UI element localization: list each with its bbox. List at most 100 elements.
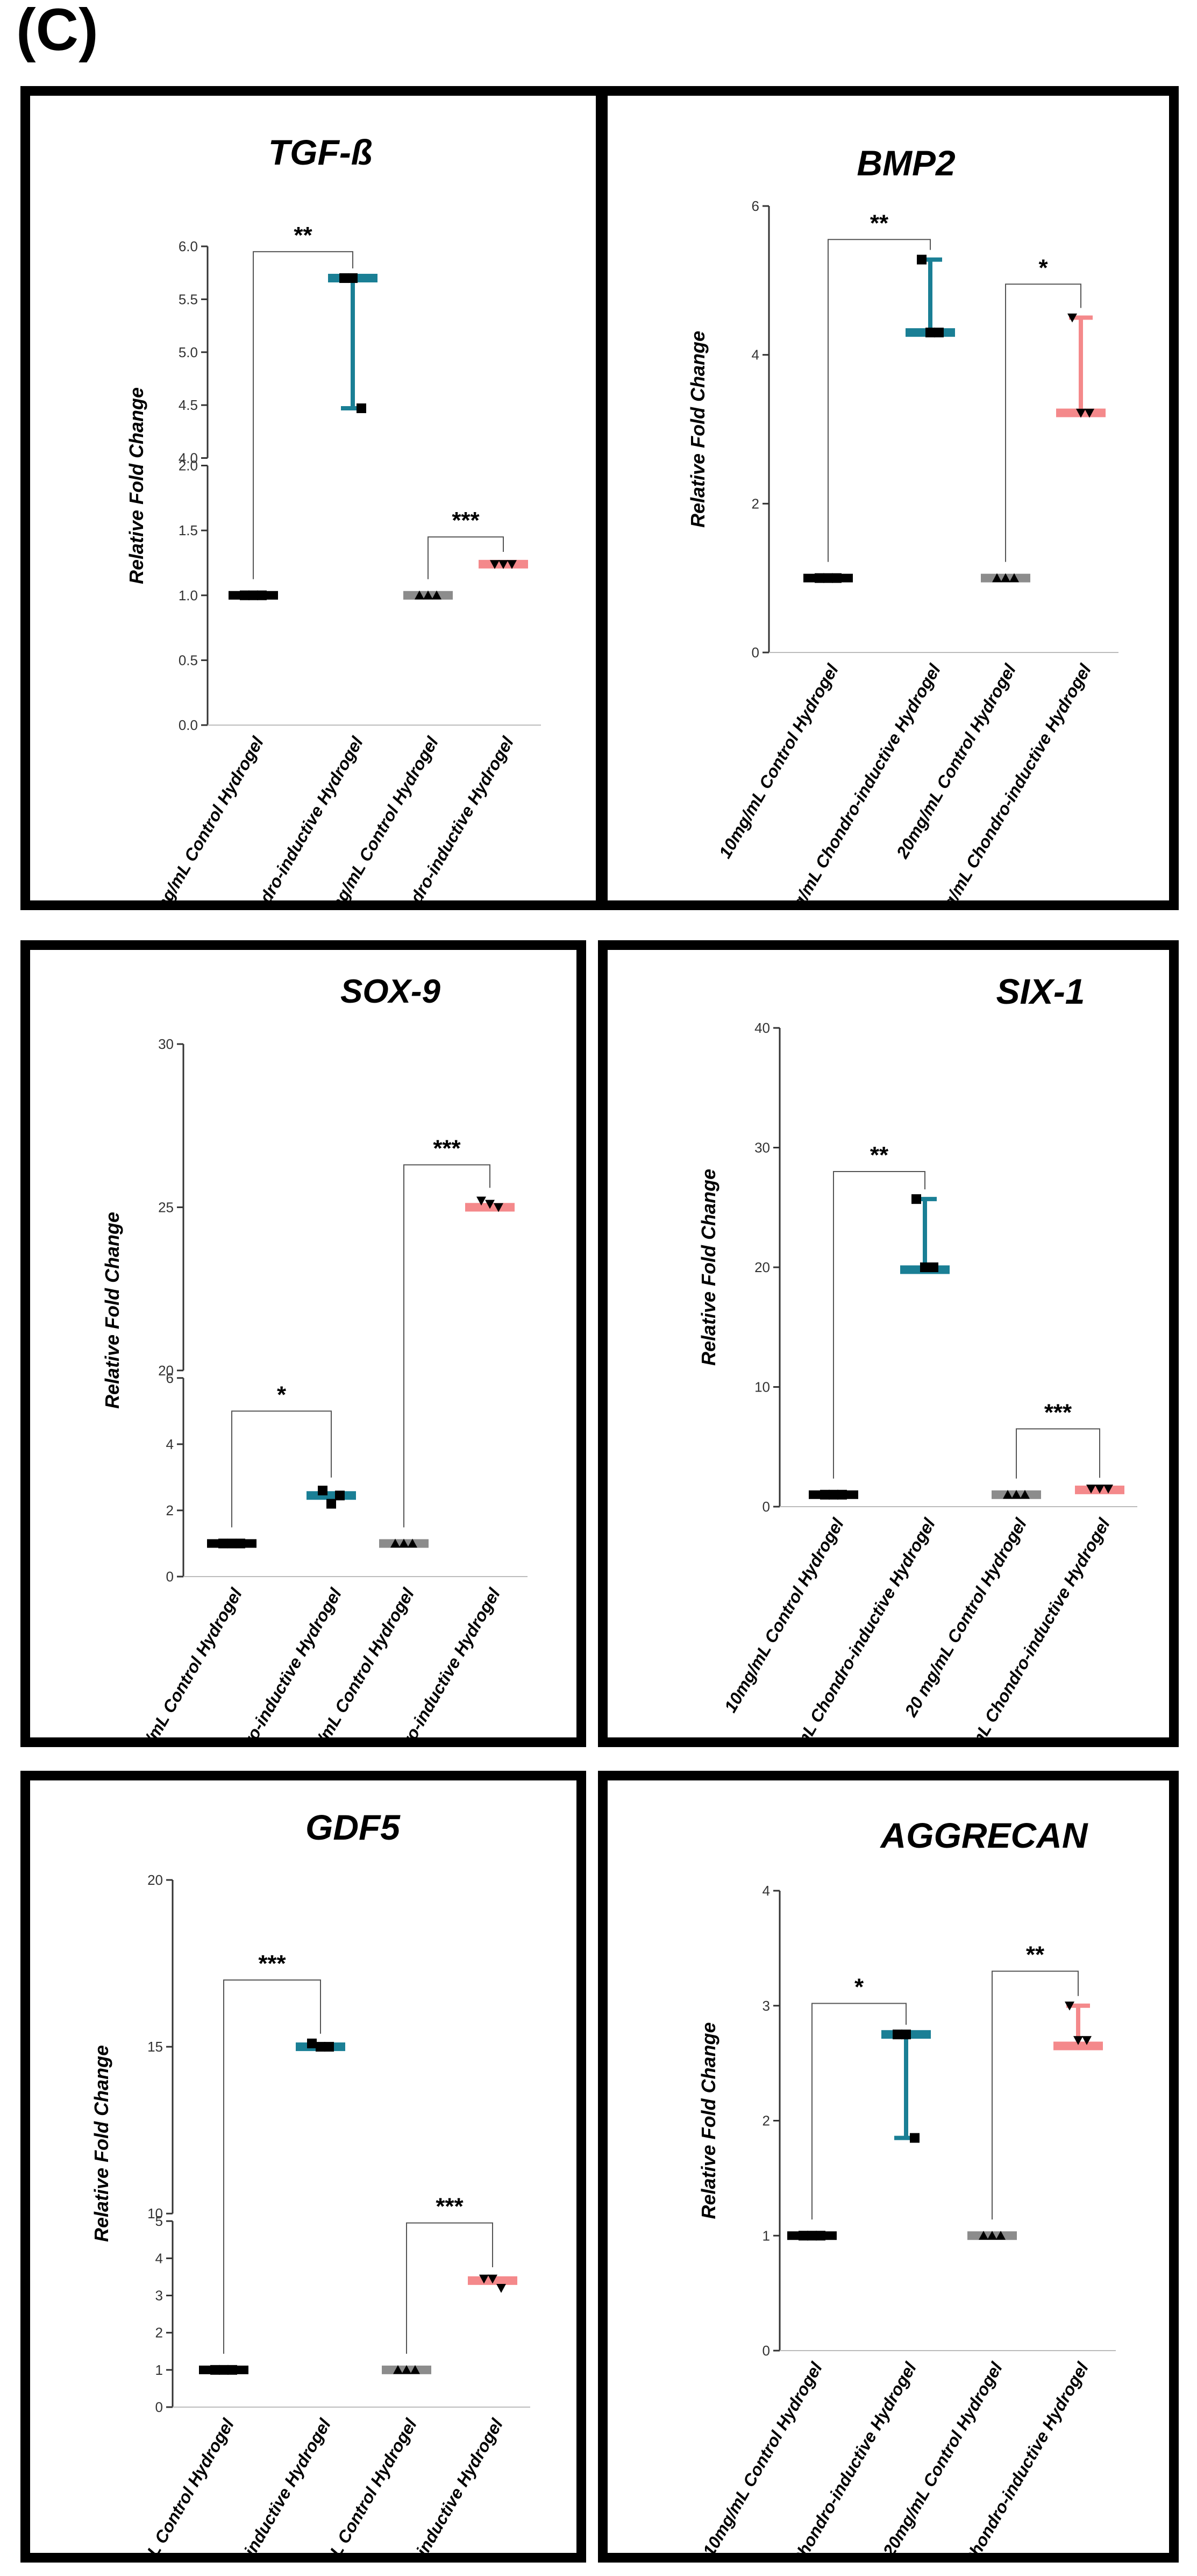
data-point [335,1491,345,1501]
chart-panel-tgf-beta: TGF-ß Relative Fold Change 0.0 0.5 1.0 1.5 2.0… [20,86,605,910]
significance-label: *** [436,2194,464,2220]
y-tick-label: 0.5 [179,652,198,668]
y-tick-label: 20 [158,1362,174,1379]
bracket-line [811,2003,907,2220]
y-tick-label: 0 [763,1499,770,1515]
y-tick-label: 25 [158,1199,174,1215]
data-point [257,590,267,600]
bracket-line [992,1970,1079,2220]
series-group [199,2365,248,2375]
x-tick-label: 10mg/mL Control Hydrogel [119,1585,246,1737]
y-tick-label: 2.0 [179,458,198,474]
data-point [326,1499,336,1509]
data-point [476,1196,486,1206]
y-tick-label: 4.0 [179,450,198,466]
series-group [803,573,853,583]
significance-label: ** [870,1142,889,1168]
bracket-line [1016,1428,1100,1479]
significance-bracket: *** [428,507,504,579]
data-point [236,1538,245,1549]
data-point [410,2365,420,2374]
data-point [240,590,250,600]
significance-label: ** [870,210,889,236]
data-point [507,560,517,569]
y-tick-label: 4 [763,1883,770,1899]
data-point [979,2231,988,2240]
data-point [1009,573,1019,583]
data-point [1001,573,1010,583]
series-group [207,1538,256,1549]
chart-title: BMP2 [857,143,956,183]
panel-label: (C) [16,0,98,63]
series-group [307,1486,356,1509]
data-point [357,403,366,414]
data-point [494,1203,503,1212]
data-point [1073,2036,1083,2045]
data-point [1003,1489,1013,1499]
data-point [408,1538,417,1548]
data-point [832,573,842,583]
data-point [1011,1489,1021,1499]
y-tick-label: 4 [155,2250,163,2266]
data-point [929,1262,938,1272]
y-tick-label: 1 [763,2227,770,2244]
data-point [901,2029,911,2040]
bracket-line [223,1979,321,2354]
data-point [1082,2036,1092,2045]
data-point [987,2231,997,2240]
y-tick-label: 10 [147,2205,163,2222]
series-group [1053,2002,1103,2050]
data-point [1103,1484,1113,1494]
y-tick-label: 0 [166,1569,174,1585]
data-point [248,590,258,600]
series-group [479,559,528,569]
significance-label: *** [258,1950,286,1977]
data-point [829,1489,838,1500]
data-point [316,2042,325,2052]
bracket-line [253,251,353,579]
y-tick-label: 6.0 [179,238,198,254]
y-tick-label: 4 [752,347,759,363]
significance-label: ** [1026,1942,1045,1968]
chart-panel-six1: SIX-1 Relative Fold Change 0 10 20 30 40 ** *** 1… [598,940,1179,1747]
y-tick-label: 1.5 [179,522,198,538]
x-tick-label: 10mg/mL Control Hydrogel [699,2359,826,2553]
data-point [402,2365,411,2374]
y-tick-label: 5 [155,2213,163,2229]
y-tick-label: 1.0 [179,587,198,604]
data-point [498,560,508,569]
data-point [893,2029,902,2040]
y-tick-label: 2 [166,1502,174,1518]
bracket-line [231,1410,332,1528]
significance-label: * [854,1974,864,2000]
series-group [403,590,453,600]
significance-bracket: * [811,1974,907,2220]
bracket-line [403,1164,490,1528]
data-point [820,1489,830,1500]
series-group [382,2365,431,2374]
significance-label: * [277,1381,287,1408]
y-tick-label: 5.0 [179,344,198,360]
chart-title: TGF-ß [268,132,373,172]
data-point [485,1200,495,1209]
chart-title: SOX-9 [340,973,441,1010]
series-group [296,2038,345,2052]
data-point [925,328,935,338]
data-point [490,560,500,569]
series-group [1075,1484,1124,1494]
y-tick-label: 20 [147,1872,163,1888]
y-tick-label: 2 [752,495,759,512]
y-axis-label: Relative Fold Change [697,1169,719,1366]
x-tick-label: 20mg/mL Chondro-inductive Hydrogel [333,2415,507,2553]
y-tick-label: 3 [763,1998,770,2014]
significance-bracket: ** [828,210,931,562]
bracket-line [1005,283,1081,562]
bracket-line [428,536,504,579]
x-tick-label: 20mg/mL Control Hydrogel [290,1585,418,1737]
data-point [1086,1484,1096,1494]
data-point [496,2284,506,2293]
significance-label: * [1038,254,1048,281]
data-point [996,2231,1006,2240]
data-point [920,1262,930,1272]
